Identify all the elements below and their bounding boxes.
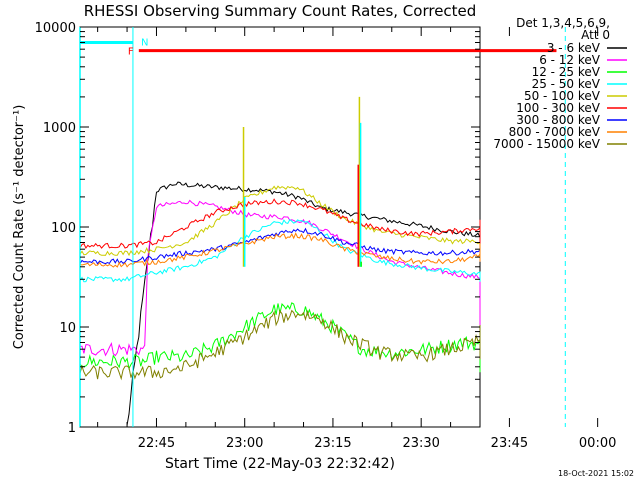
x-tick-label-4: 23:45	[491, 436, 528, 451]
x-tick-label-0: 22:45	[138, 436, 175, 451]
y-axis-label: Corrected Count Rate (s⁻¹ detector⁻¹)	[12, 105, 27, 350]
legend-label-0: 3 - 6 keV	[547, 41, 601, 55]
night-flag-label: N	[141, 37, 148, 48]
legend-label-4: 50 - 100 keV	[524, 89, 601, 103]
x-axis: 22:45 23:00 23:15 23:30 23:45 00:00	[97, 27, 616, 451]
y-tick-label-4: 10000	[35, 21, 76, 36]
x-tick-label-1: 23:00	[226, 436, 263, 451]
plot-frame	[79, 26, 481, 428]
timestamp: 18-Oct-2021 15:02	[558, 469, 634, 478]
series-traces	[79, 96, 481, 425]
legend-label-3: 25 - 50 keV	[532, 77, 601, 91]
chart-title: RHESSI Observing Summary Count Rates, Co…	[84, 2, 477, 20]
x-tick-label-5: 00:00	[579, 436, 616, 451]
y-tick-label-0: 1	[68, 421, 76, 436]
legend-label-7: 800 - 7000 keV	[509, 125, 601, 139]
series-line-5	[79, 198, 481, 250]
legend-header-line-1: Det 1,3,4,5,6,9,	[516, 16, 610, 30]
legend-header-line-2: Att 0	[581, 28, 610, 42]
series-line-8	[79, 309, 481, 381]
y-tick-label-3: 1000	[43, 121, 76, 136]
legend-label-6: 300 - 800 keV	[516, 113, 600, 127]
series-line-3	[79, 218, 481, 283]
x-axis-label: Start Time (22-May-03 22:32:42)	[165, 456, 395, 472]
legend-label-8: 7000 - 15000 keV	[493, 137, 600, 151]
legend-label-1: 6 - 12 keV	[539, 53, 601, 67]
series-line-4	[79, 185, 481, 257]
legend-label-2: 12 - 25 keV	[532, 65, 601, 79]
y-axis: 1 10 100 1000 10000	[35, 21, 480, 436]
series-line-7	[79, 232, 481, 268]
series-line-0	[126, 181, 481, 425]
legend-label-5: 100 - 300 keV	[516, 101, 600, 115]
flare-flag-label: F	[128, 47, 134, 58]
y-tick-label-1: 10	[59, 321, 76, 336]
x-tick-label-3: 23:30	[402, 436, 439, 451]
x-tick-label-2: 23:15	[314, 436, 351, 451]
y-tick-label-2: 100	[51, 221, 76, 236]
